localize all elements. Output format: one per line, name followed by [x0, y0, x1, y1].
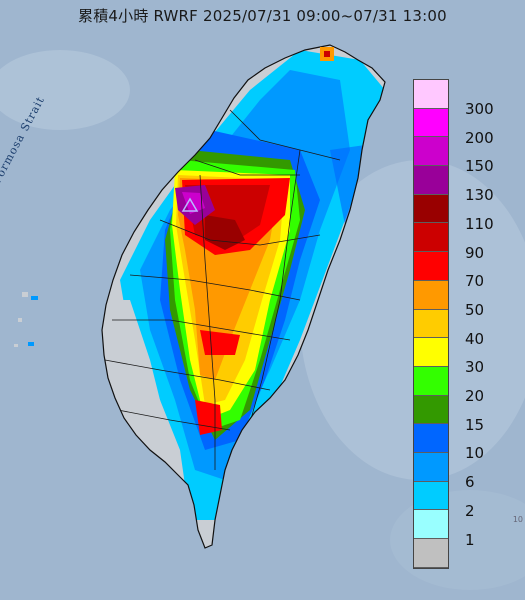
legend-label: 40 [465, 329, 485, 348]
rainfall-legend [413, 79, 449, 569]
rain-hotspot-north-core [324, 51, 330, 57]
max-rainfall-marker [181, 197, 199, 212]
legend-label: 6 [465, 473, 475, 492]
cloud-texture [0, 50, 130, 130]
legend-label: 10 [465, 444, 485, 463]
legend-swatch [414, 481, 448, 511]
legend-swatch [414, 395, 448, 425]
legend-swatch [414, 539, 448, 568]
legend-swatch [414, 108, 448, 138]
legend-label: 1 [465, 530, 475, 549]
legend-swatch [414, 309, 448, 339]
legend-label: 20 [465, 387, 485, 405]
legend-swatch [414, 510, 448, 539]
legend-swatch [414, 194, 448, 224]
legend-label: 50 [465, 300, 485, 319]
legend-swatch [414, 223, 448, 253]
legend-label: 200 [465, 128, 494, 147]
legend-label: 150 [465, 157, 494, 176]
legend-label: 2 [465, 501, 475, 520]
legend-swatch [414, 338, 448, 367]
cloud-texture [300, 160, 525, 480]
legend-swatch [414, 452, 448, 482]
penghu-islands [14, 292, 38, 347]
legend-label: 90 [465, 243, 485, 262]
legend-swatch [414, 424, 448, 453]
legend-label: 130 [465, 186, 494, 205]
legend-label: 300 [465, 100, 494, 118]
coastline [101, 44, 386, 549]
legend-swatch [414, 80, 448, 109]
legend-swatch [414, 166, 448, 195]
legend-label: 70 [465, 272, 485, 291]
legend-label: 110 [465, 214, 494, 233]
legend-swatch [414, 366, 448, 396]
corner-text: 10 [512, 515, 523, 524]
legend-label: 15 [465, 415, 485, 434]
map-title: 累積4小時 RWRF 2025/07/31 09:00~07/31 13:00 [78, 7, 447, 25]
legend-swatch [414, 137, 448, 167]
legend-swatch [414, 252, 448, 281]
legend-label: 30 [465, 358, 485, 377]
legend-swatch [414, 280, 448, 310]
